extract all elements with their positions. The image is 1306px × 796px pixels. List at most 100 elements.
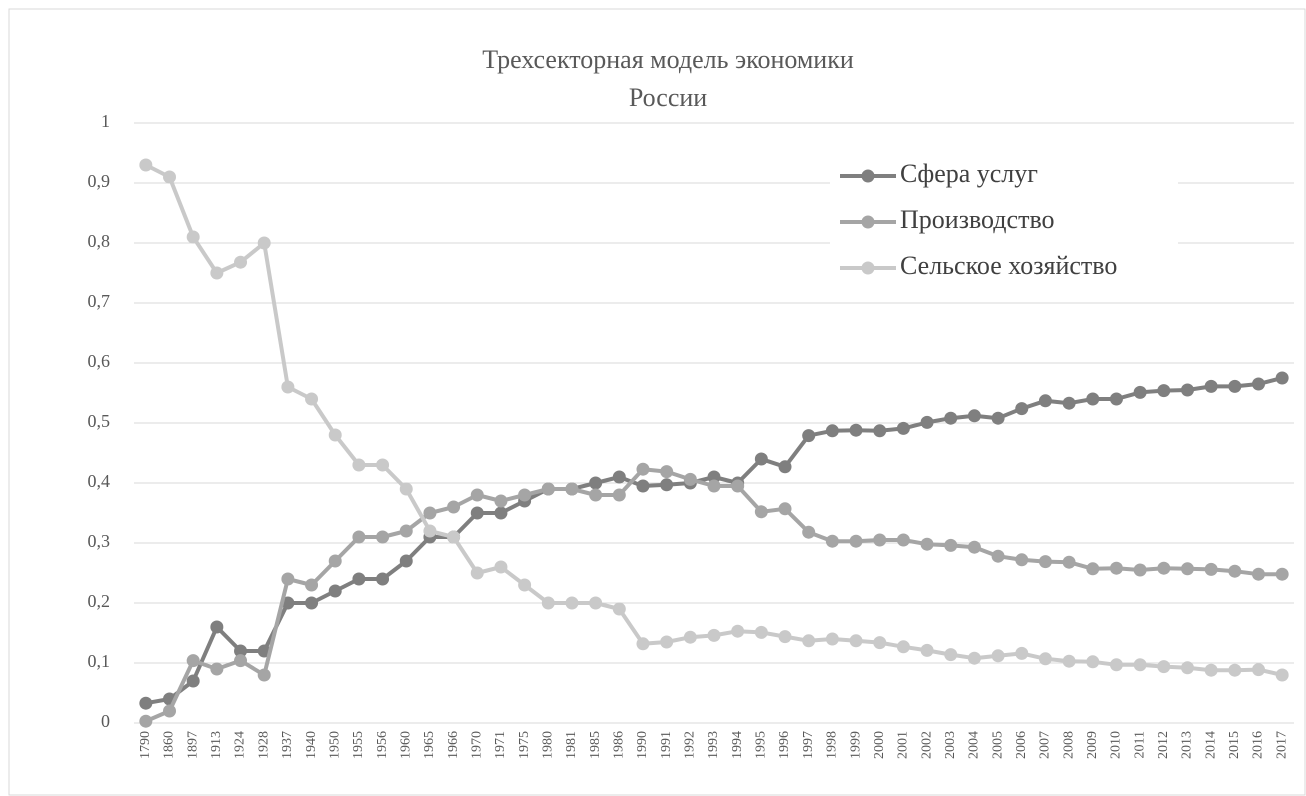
data-point bbox=[707, 628, 721, 642]
data-point bbox=[731, 624, 745, 638]
data-point bbox=[328, 554, 342, 568]
data-point bbox=[660, 635, 674, 649]
data-point bbox=[802, 634, 816, 648]
data-point bbox=[399, 554, 413, 568]
data-point bbox=[447, 530, 461, 544]
data-point bbox=[660, 478, 674, 492]
data-point bbox=[967, 409, 981, 423]
data-point bbox=[423, 506, 437, 520]
y-tick-label: 0,6 bbox=[88, 351, 111, 371]
x-tick-label: 1998 bbox=[825, 731, 840, 759]
data-point bbox=[944, 648, 958, 662]
data-point bbox=[1109, 658, 1123, 672]
data-point bbox=[1275, 371, 1289, 385]
x-tick-label: 2017 bbox=[1274, 731, 1289, 759]
data-point bbox=[470, 488, 484, 502]
data-point bbox=[470, 566, 484, 580]
data-point bbox=[991, 649, 1005, 663]
x-tick-label: 1950 bbox=[327, 731, 342, 759]
data-point bbox=[234, 654, 248, 668]
x-tick-label: 2007 bbox=[1038, 731, 1053, 759]
x-tick-label: 2008 bbox=[1061, 731, 1076, 759]
data-point bbox=[1062, 654, 1076, 668]
data-point bbox=[1180, 661, 1194, 675]
x-tick-label: 2000 bbox=[872, 731, 887, 759]
data-point bbox=[1251, 377, 1265, 391]
data-point bbox=[470, 506, 484, 520]
legend-marker bbox=[861, 261, 875, 275]
data-point bbox=[518, 488, 532, 502]
data-point bbox=[234, 644, 248, 658]
data-point bbox=[305, 596, 319, 610]
x-tick-label: 2001 bbox=[896, 731, 911, 759]
data-point bbox=[873, 424, 887, 438]
data-point bbox=[873, 636, 887, 650]
x-tick-label: 2012 bbox=[1156, 731, 1171, 759]
data-point bbox=[707, 479, 721, 493]
x-tick-label: 2014 bbox=[1203, 731, 1218, 759]
data-point bbox=[778, 630, 792, 644]
data-point bbox=[1062, 396, 1076, 410]
data-point bbox=[896, 640, 910, 654]
x-tick-label: 1971 bbox=[493, 731, 508, 759]
data-point bbox=[1251, 663, 1265, 677]
data-point bbox=[1204, 663, 1218, 677]
x-tick-label: 1975 bbox=[517, 731, 532, 759]
data-point bbox=[186, 654, 200, 668]
data-point bbox=[1275, 567, 1289, 581]
data-point bbox=[967, 651, 981, 665]
data-point bbox=[1038, 652, 1052, 666]
data-point bbox=[944, 411, 958, 425]
data-point bbox=[636, 479, 650, 493]
data-point bbox=[1015, 553, 1029, 567]
x-tick-label: 1985 bbox=[588, 731, 603, 759]
x-tick-label: 1980 bbox=[541, 731, 556, 759]
data-point bbox=[636, 462, 650, 476]
x-tick-label: 1981 bbox=[564, 731, 579, 759]
data-point bbox=[186, 230, 200, 244]
data-point bbox=[1109, 561, 1123, 575]
data-point bbox=[991, 549, 1005, 563]
x-tick-label: 2010 bbox=[1109, 731, 1124, 759]
x-tick-label: 1996 bbox=[777, 731, 792, 759]
data-point bbox=[1086, 562, 1100, 576]
data-point bbox=[896, 533, 910, 547]
data-point bbox=[139, 696, 153, 710]
data-point bbox=[991, 411, 1005, 425]
data-point bbox=[1133, 658, 1147, 672]
data-point bbox=[778, 502, 792, 516]
x-tick-label: 1928 bbox=[256, 731, 271, 759]
data-point bbox=[1228, 564, 1242, 578]
data-point bbox=[778, 460, 792, 474]
data-point bbox=[1086, 392, 1100, 406]
data-point bbox=[376, 458, 390, 472]
data-point bbox=[376, 572, 390, 586]
data-point bbox=[163, 170, 177, 184]
legend-label: Сфера услуг bbox=[900, 159, 1038, 188]
data-point bbox=[423, 524, 437, 538]
data-point bbox=[257, 236, 271, 250]
x-tick-label: 1997 bbox=[801, 731, 816, 759]
chart-title: Трехсекторная модель экономики bbox=[482, 45, 854, 74]
x-tick-label: 2016 bbox=[1251, 731, 1266, 759]
data-point bbox=[589, 488, 603, 502]
data-point bbox=[873, 533, 887, 547]
data-point bbox=[328, 428, 342, 442]
x-tick-label: 1990 bbox=[635, 731, 650, 759]
data-point bbox=[1109, 392, 1123, 406]
data-point bbox=[1038, 394, 1052, 408]
data-point bbox=[210, 266, 224, 280]
data-point bbox=[305, 392, 319, 406]
data-point bbox=[754, 625, 768, 639]
y-tick-label: 0,3 bbox=[88, 531, 111, 551]
data-point bbox=[447, 500, 461, 514]
x-tick-label: 2004 bbox=[967, 731, 982, 759]
data-point bbox=[281, 380, 295, 394]
y-tick-label: 0,4 bbox=[88, 471, 111, 491]
data-point bbox=[612, 488, 626, 502]
data-point bbox=[1133, 563, 1147, 577]
x-tick-label: 1937 bbox=[280, 731, 295, 759]
data-point bbox=[944, 538, 958, 552]
data-point bbox=[612, 602, 626, 616]
